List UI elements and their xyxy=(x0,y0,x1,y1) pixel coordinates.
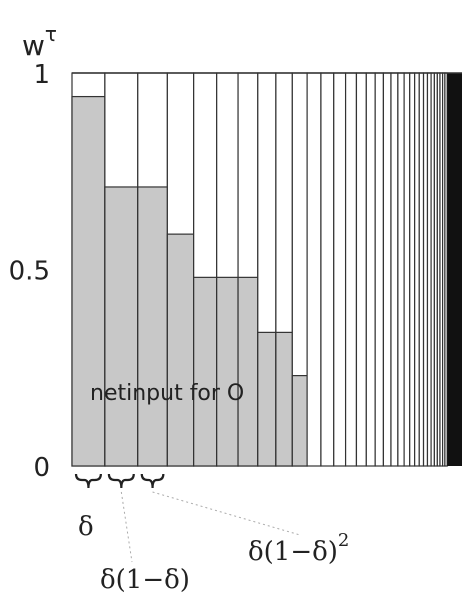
y-tick-label: 0.5 xyxy=(9,257,50,287)
bar-outline xyxy=(397,72,405,467)
y-axis-label: wτ xyxy=(22,22,57,62)
bar xyxy=(193,276,218,467)
bar-outline xyxy=(306,72,322,467)
bar-outline xyxy=(344,72,358,467)
bar xyxy=(257,331,277,467)
bars xyxy=(71,72,448,467)
bar-outline xyxy=(320,72,335,467)
bar-outline xyxy=(409,72,416,467)
leader-line xyxy=(152,491,301,536)
y-ticks: 00.51 xyxy=(9,60,50,483)
brace xyxy=(107,473,135,489)
annotation-delta-one-minus-delta-squared: δ(1−δ)2 xyxy=(248,530,349,567)
leaders xyxy=(120,491,301,563)
bar xyxy=(237,276,259,467)
leader-line xyxy=(120,491,133,563)
bar xyxy=(71,95,106,467)
y-tick-label: 1 xyxy=(33,60,50,90)
annotation-delta-one-minus-delta: δ(1−δ) xyxy=(100,565,190,595)
bar xyxy=(216,276,239,467)
bar xyxy=(137,186,168,467)
bar-outline xyxy=(355,72,367,467)
annotation-base: δ(1−δ) xyxy=(248,537,338,567)
bar-outline xyxy=(333,72,347,467)
bar-outline xyxy=(374,72,385,467)
bar-outline xyxy=(390,72,399,467)
annotation-power: 2 xyxy=(338,530,349,551)
bar xyxy=(275,331,293,467)
bar xyxy=(166,233,195,467)
braces xyxy=(74,473,165,489)
tail-block xyxy=(447,73,462,466)
annotation-delta: δ xyxy=(78,512,94,542)
bar-outline xyxy=(414,72,420,467)
bar xyxy=(291,375,308,467)
bar-outline xyxy=(444,72,448,467)
bar-outline xyxy=(403,72,411,467)
brace xyxy=(140,473,165,489)
bar-outline xyxy=(382,72,392,467)
y-tick-label: 0 xyxy=(33,453,50,483)
bar-outline xyxy=(365,72,376,467)
inner-label: netinput for O xyxy=(90,381,244,406)
brace xyxy=(74,473,102,489)
bar-outline xyxy=(418,72,425,467)
bar xyxy=(104,186,139,467)
tail xyxy=(72,72,462,466)
